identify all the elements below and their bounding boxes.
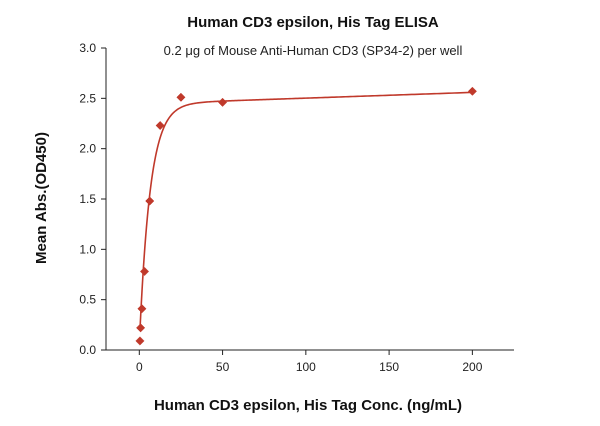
y-tick-label: 0.0 <box>79 343 96 357</box>
data-point <box>176 92 186 102</box>
data-point <box>218 97 228 107</box>
chart-title: Human CD3 epsilon, His Tag ELISA <box>187 14 439 31</box>
x-axis-label: Human CD3 epsilon, His Tag Conc. (ng/mL) <box>154 397 462 414</box>
chart-subtitle: 0.2 μg of Mouse Anti-Human CD3 (SP34-2) … <box>164 43 463 58</box>
x-tick-label: 0 <box>136 360 143 374</box>
data-point <box>137 304 147 314</box>
x-tick-label: 50 <box>216 360 230 374</box>
y-tick-label: 3.0 <box>79 41 96 55</box>
x-tick-label: 150 <box>379 360 399 374</box>
data-point <box>467 86 477 96</box>
x-tick-label: 200 <box>462 360 482 374</box>
data-points <box>135 86 477 346</box>
y-tick-label: 0.5 <box>79 293 96 307</box>
y-tick-label: 1.5 <box>79 192 96 206</box>
ticks: 0 50 100 150 200 0.0 0.5 1.0 1.5 2.0 2.5 3.0 <box>79 41 482 374</box>
fit-curve <box>139 91 473 331</box>
y-tick-label: 2.0 <box>79 142 96 156</box>
data-point <box>135 336 145 346</box>
fit-curve-group <box>139 91 473 331</box>
y-tick-label: 1.0 <box>79 242 96 256</box>
y-tick-label: 2.5 <box>79 91 96 105</box>
y-axis-label: Mean Abs.(OD450) <box>33 132 50 264</box>
data-point <box>155 120 165 131</box>
data-point <box>145 196 155 206</box>
data-point <box>136 323 146 333</box>
x-tick-label: 100 <box>296 360 316 374</box>
data-point <box>139 266 150 277</box>
